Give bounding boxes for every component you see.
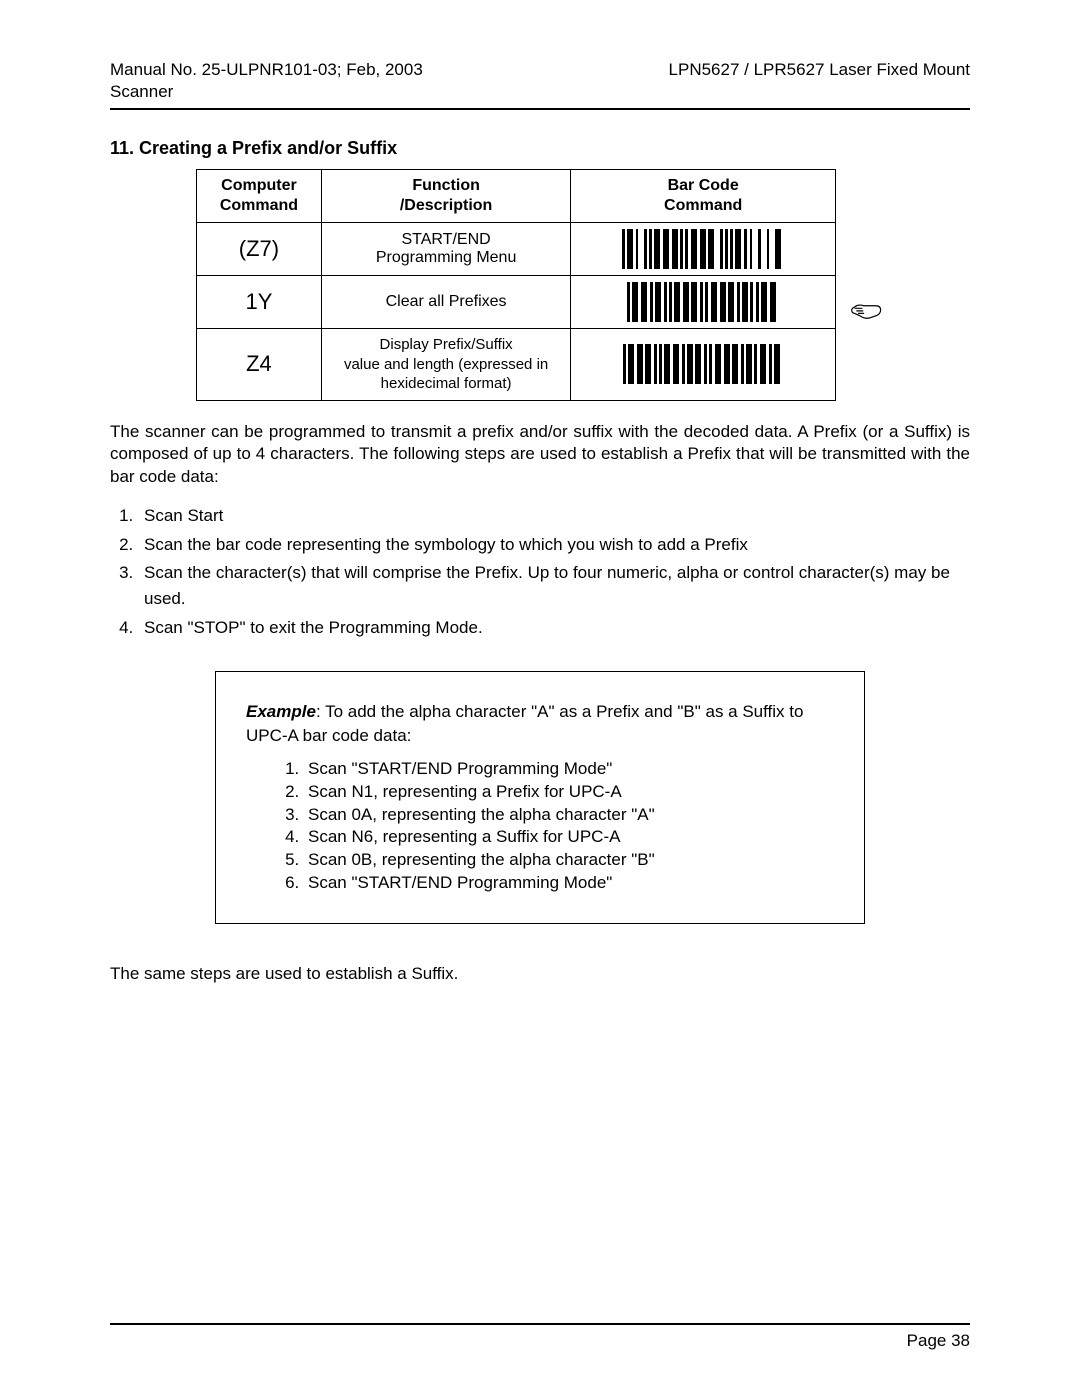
footer-rule [110, 1323, 970, 1325]
step-item: Scan Start [138, 503, 970, 529]
header-left: Manual No. 25-ULPNR101-03; Feb, 2003 [110, 60, 423, 80]
computer-command-cell: 1Y [197, 276, 322, 329]
intro-paragraph: The scanner can be programmed to transmi… [110, 421, 970, 490]
table-row: (Z7)START/ENDProgramming Menu [197, 223, 836, 276]
table-header-row: Computer Command Function /Description B… [197, 170, 836, 223]
barcode [579, 282, 827, 322]
step-item: Scan the character(s) that will comprise… [138, 560, 970, 613]
example-list: Scan "START/END Programming Mode"Scan N1… [304, 758, 834, 896]
command-table: Computer Command Function /Description B… [196, 169, 836, 401]
table-row: Z4Display Prefix/Suffixvalue and length … [197, 329, 836, 401]
barcode [579, 344, 827, 384]
barcode-cell [571, 223, 836, 276]
example-box: Example: To add the alpha character "A" … [215, 671, 865, 924]
steps-list: Scan Start Scan the bar code representing… [138, 503, 970, 641]
step-item: Scan the bar code representing the symbo… [138, 532, 970, 558]
pointing-hand-icon [850, 297, 884, 323]
example-lead: Example: To add the alpha character "A" … [246, 700, 834, 748]
col-function-description: Function /Description [321, 170, 570, 223]
closing-paragraph: The same steps are used to establish a S… [110, 964, 970, 984]
description-cell: Display Prefix/Suffixvalue and length (e… [321, 329, 570, 401]
example-label: Example [246, 702, 316, 721]
table-row: 1YClear all Prefixes [197, 276, 836, 329]
header-rule [110, 108, 970, 110]
example-item: Scan N1, representing a Prefix for UPC-A [304, 781, 834, 804]
example-item: Scan N6, representing a Suffix for UPC-A [304, 826, 834, 849]
section-title: 11. Creating a Prefix and/or Suffix [110, 138, 970, 159]
description-cell: START/ENDProgramming Menu [321, 223, 570, 276]
page-number: Page 38 [110, 1331, 970, 1351]
example-item: Scan 0A, representing the alpha characte… [304, 804, 834, 827]
step-item: Scan "STOP" to exit the Programming Mode… [138, 615, 970, 641]
page-header: Manual No. 25-ULPNR101-03; Feb, 2003 LPN… [110, 60, 970, 80]
command-table-wrap: Computer Command Function /Description B… [110, 169, 970, 401]
col-computer-command: Computer Command [197, 170, 322, 223]
example-item: Scan "START/END Programming Mode" [304, 872, 834, 895]
col-barcode-command: Bar Code Command [571, 170, 836, 223]
barcode-cell [571, 276, 836, 329]
barcode [579, 229, 827, 269]
barcode-cell [571, 329, 836, 401]
example-item: Scan "START/END Programming Mode" [304, 758, 834, 781]
page-footer: Page 38 [110, 1323, 970, 1351]
description-cell: Clear all Prefixes [321, 276, 570, 329]
header-sub: Scanner [110, 82, 970, 102]
computer-command-cell: Z4 [197, 329, 322, 401]
computer-command-cell: (Z7) [197, 223, 322, 276]
example-item: Scan 0B, representing the alpha characte… [304, 849, 834, 872]
header-right: LPN5627 / LPR5627 Laser Fixed Mount [669, 60, 970, 80]
